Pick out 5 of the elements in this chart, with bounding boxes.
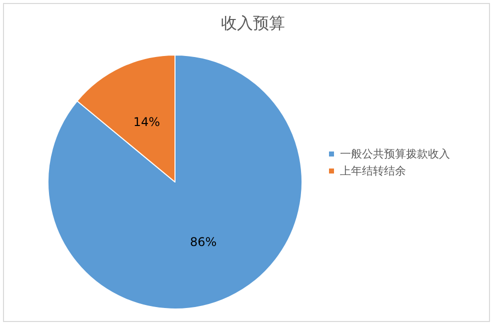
data-label: 86% — [190, 235, 217, 250]
chart-title: 收入预算 — [221, 14, 285, 32]
data-label: 14% — [133, 114, 160, 129]
legend-label: 上年结转结余 — [340, 164, 406, 178]
legend-label: 一般公共预算拨款收入 — [340, 148, 450, 160]
